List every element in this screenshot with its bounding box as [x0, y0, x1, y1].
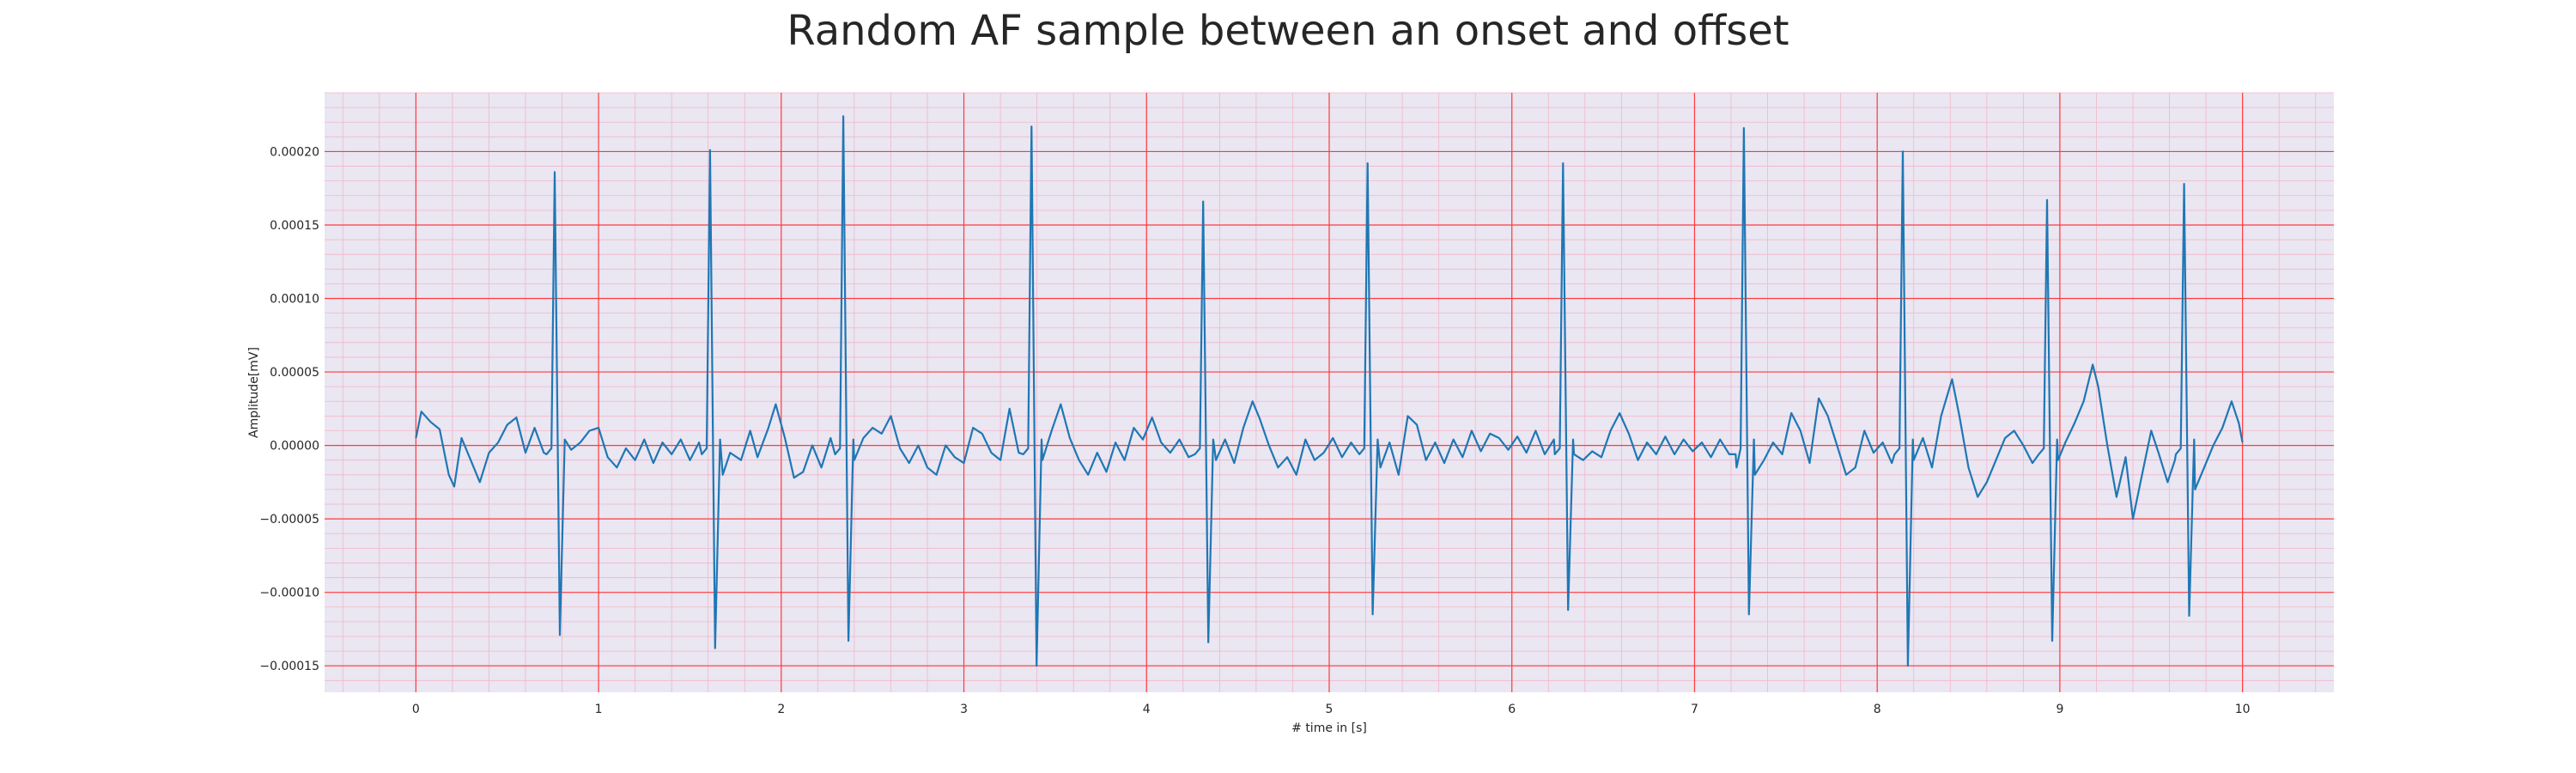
x-tick-label: 10 [2235, 703, 2251, 716]
x-tick-labels: 0 1 2 3 4 5 6 7 8 9 10 [412, 703, 2251, 716]
x-tick-label: 2 [777, 703, 785, 716]
y-tick-label: 0.00020 [270, 145, 319, 159]
x-tick-label: 8 [1874, 703, 1881, 716]
y-tick-label: −0.00005 [259, 513, 319, 526]
y-tick-label: −0.00015 [259, 660, 319, 673]
ecg-series-line [415, 115, 2244, 667]
x-tick-label: 7 [1691, 703, 1698, 716]
x-tick-label: 0 [412, 703, 420, 716]
x-tick-label: 1 [595, 703, 603, 716]
y-axis-label: Amplitude[mV] [247, 347, 261, 438]
chart-title: Random AF sample between an onset and of… [787, 7, 1789, 55]
x-tick-label: 5 [1326, 703, 1334, 716]
plot-area [325, 92, 2334, 692]
x-tick-label: 4 [1143, 703, 1151, 716]
x-tick-label: 3 [960, 703, 968, 716]
y-tick-label: 0.00015 [270, 219, 319, 233]
y-tick-labels: −0.00015 −0.00010 −0.00005 0.00000 0.00005 0.… [259, 145, 319, 673]
y-tick-label: 0.00005 [270, 366, 319, 380]
y-tick-label: −0.00010 [259, 587, 319, 600]
x-tick-label: 6 [1508, 703, 1516, 716]
y-tick-label: 0.00000 [270, 440, 319, 453]
x-axis-label: # time in [s] [1291, 721, 1367, 735]
y-tick-label: 0.00010 [270, 293, 319, 307]
x-tick-label: 9 [2056, 703, 2063, 716]
